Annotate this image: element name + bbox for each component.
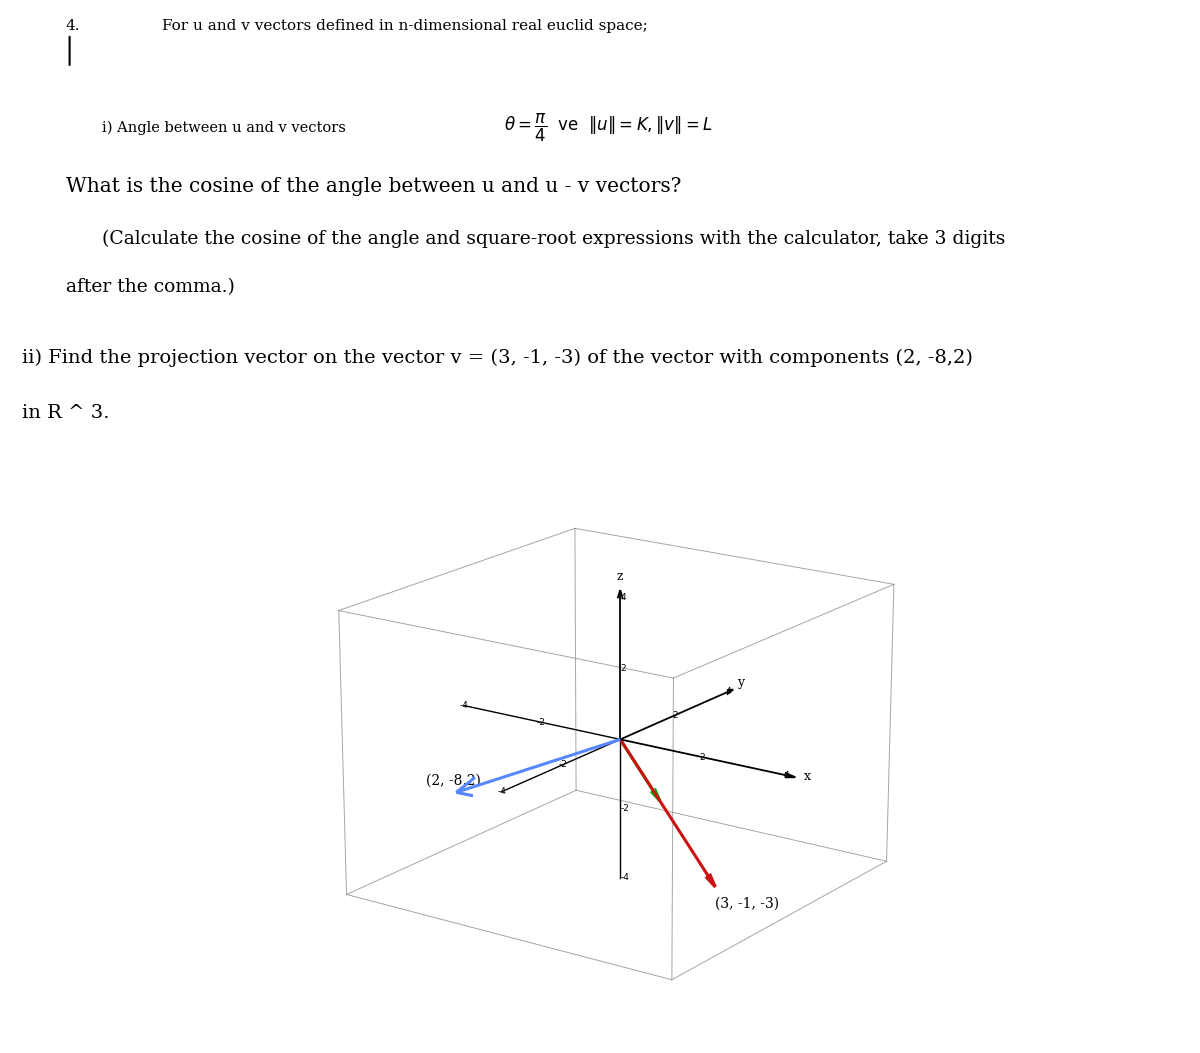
Text: $\theta = \dfrac{\pi}{4}$  ve  $\|u\| = K, \|v\| = L$: $\theta = \dfrac{\pi}{4}$ ve $\|u\| = K,… (504, 112, 713, 143)
Text: For u and v vectors defined in n-dimensional real euclid space;: For u and v vectors defined in n-dimensi… (162, 19, 648, 34)
Text: in R ^ 3.: in R ^ 3. (22, 404, 109, 422)
Text: (Calculate the cosine of the angle and square-root expressions with the calculat: (Calculate the cosine of the angle and s… (90, 231, 1006, 249)
Text: ii) Find the projection vector on the vector v = (3, -1, -3) of the vector with : ii) Find the projection vector on the ve… (22, 349, 972, 367)
Text: i) Angle between u and v vectors: i) Angle between u and v vectors (102, 121, 346, 136)
Text: What is the cosine of the angle between u and u - v vectors?: What is the cosine of the angle between … (66, 177, 682, 196)
Text: 4.: 4. (66, 19, 80, 34)
Text: after the comma.): after the comma.) (66, 278, 235, 297)
